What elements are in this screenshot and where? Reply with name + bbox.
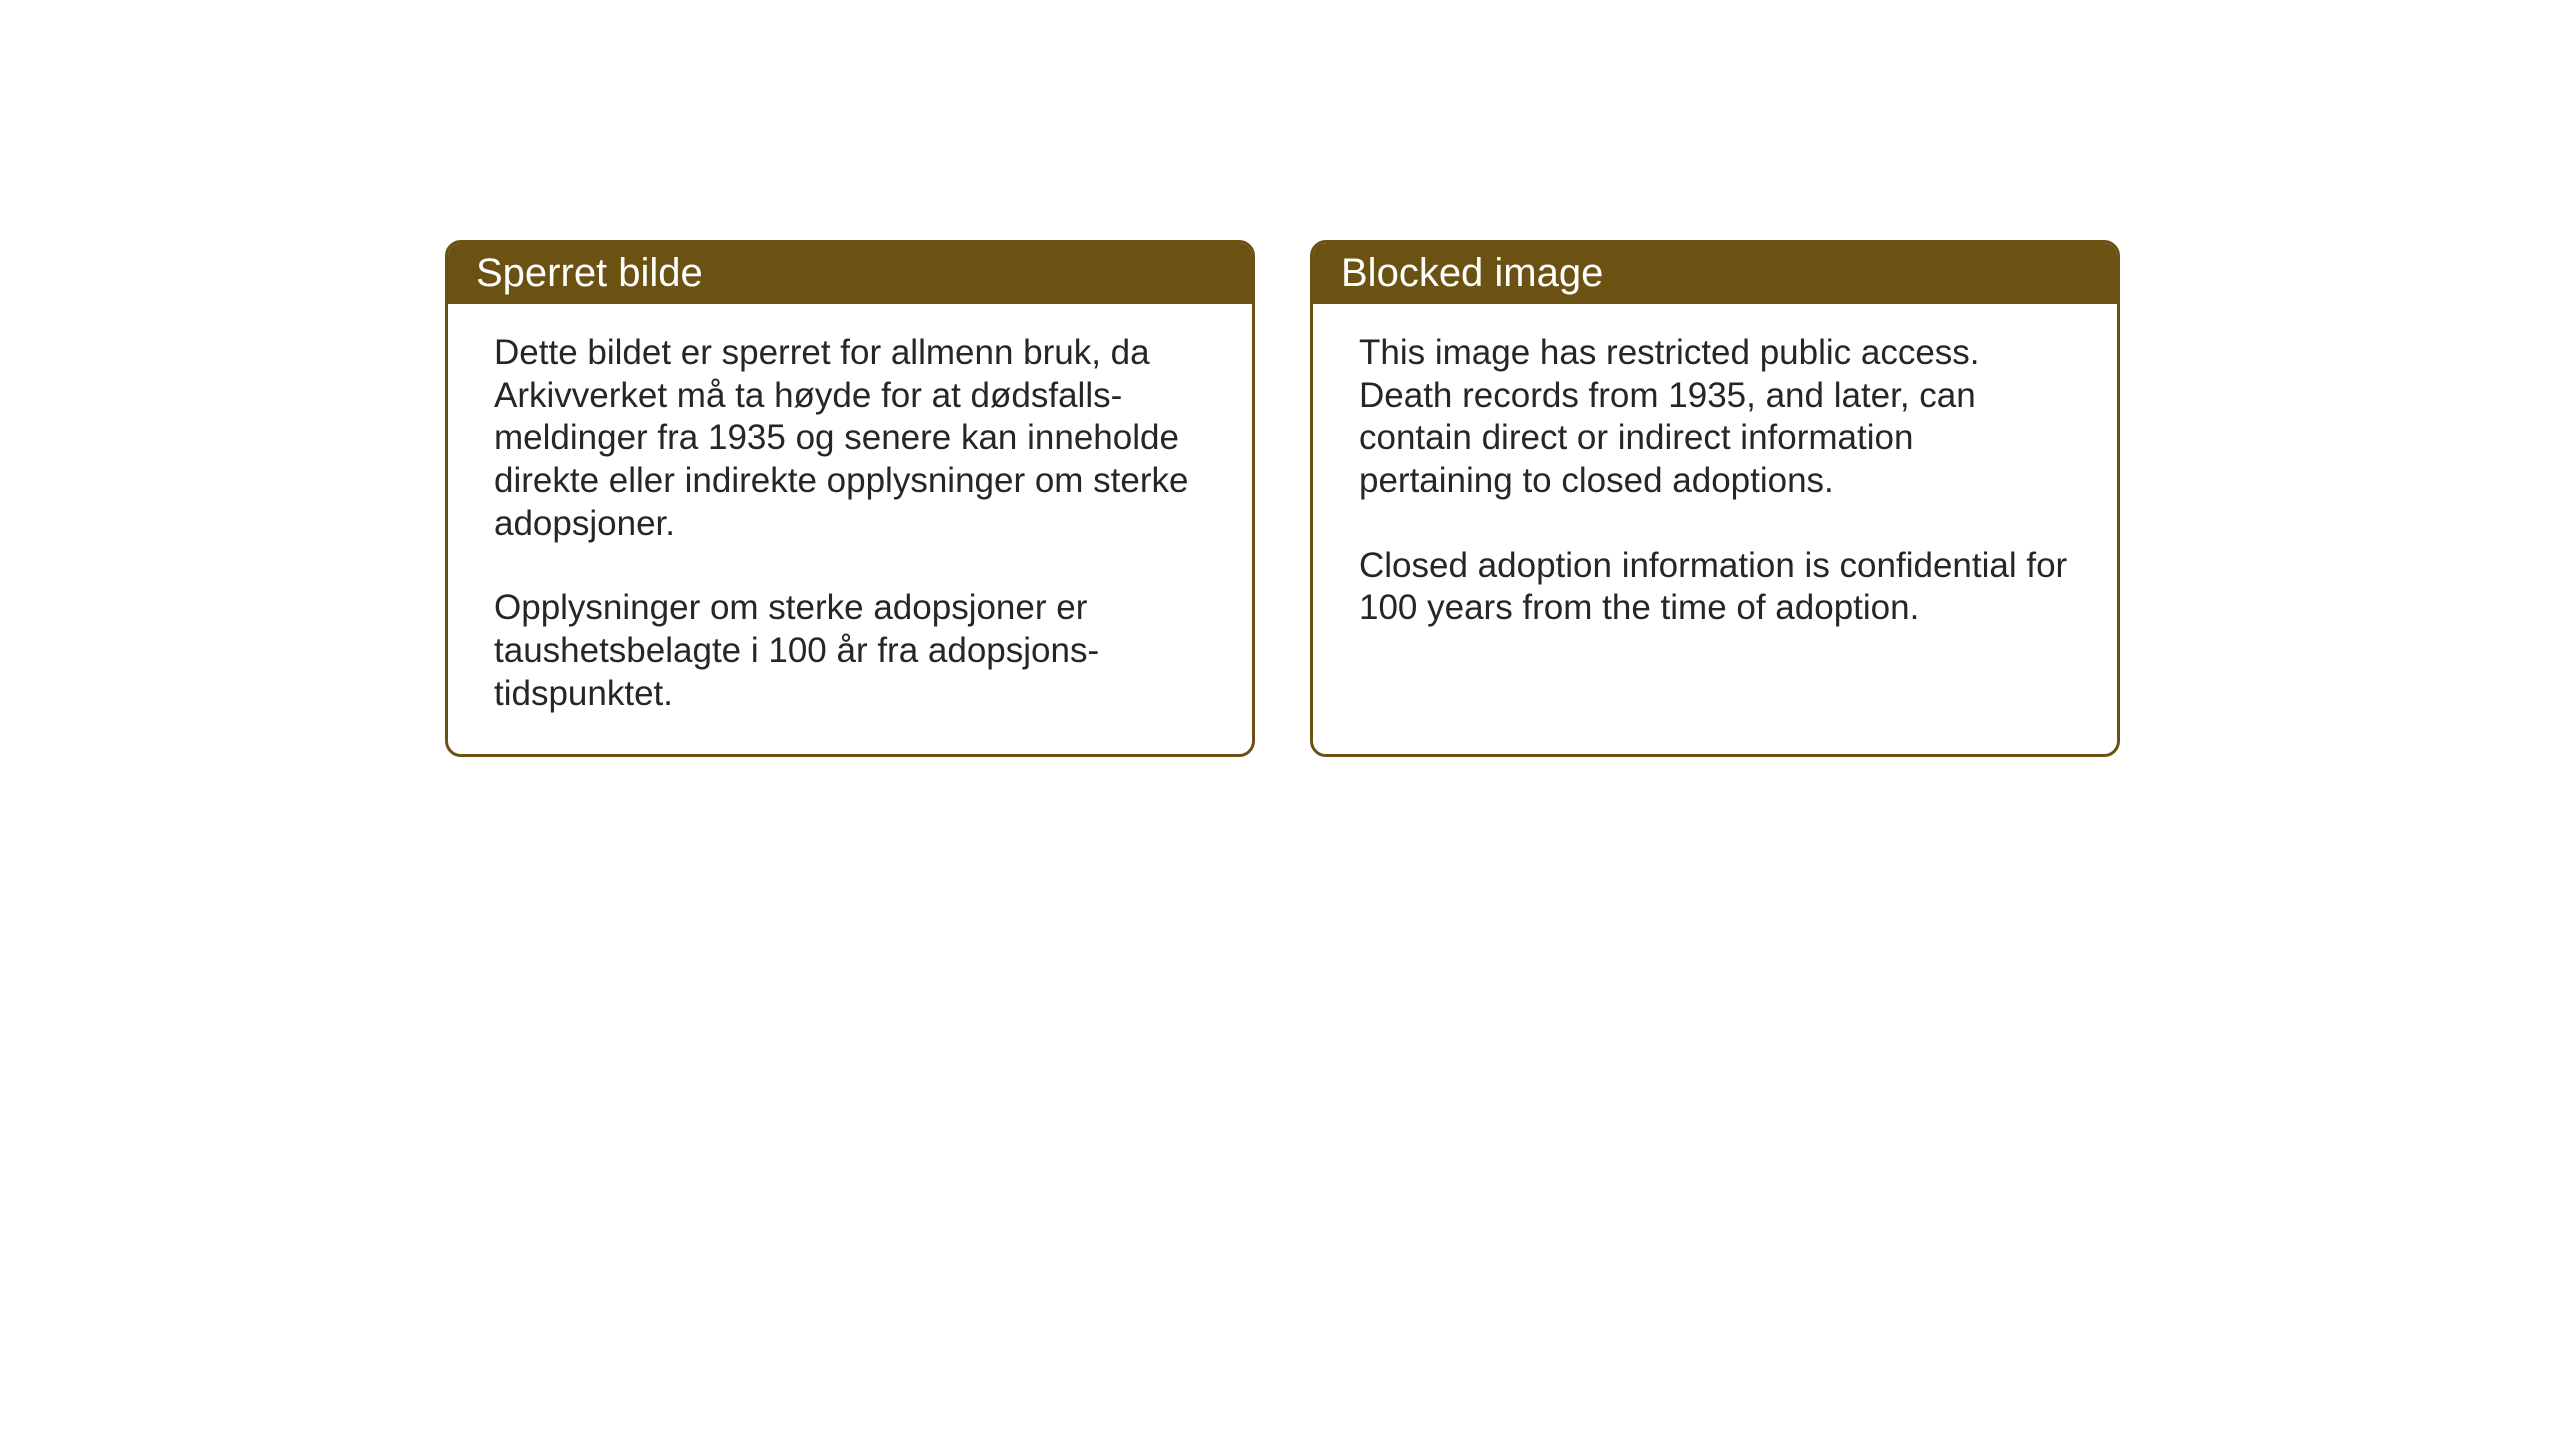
card-header: Sperret bilde xyxy=(448,243,1252,304)
card-body: This image has restricted public access.… xyxy=(1313,304,2117,668)
card-paragraph-2: Opplysninger om sterke adopsjoner er tau… xyxy=(494,587,1206,715)
card-norwegian: Sperret bilde Dette bildet er sperret fo… xyxy=(445,240,1255,757)
card-paragraph-1: This image has restricted public access.… xyxy=(1359,332,2071,503)
card-header: Blocked image xyxy=(1313,243,2117,304)
card-paragraph-2: Closed adoption information is confident… xyxy=(1359,545,2071,630)
card-english: Blocked image This image has restricted … xyxy=(1310,240,2120,757)
card-paragraph-1: Dette bildet er sperret for allmenn bruk… xyxy=(494,332,1206,545)
card-body: Dette bildet er sperret for allmenn bruk… xyxy=(448,304,1252,754)
card-title: Blocked image xyxy=(1341,251,1603,295)
card-title: Sperret bilde xyxy=(476,251,703,295)
cards-container: Sperret bilde Dette bildet er sperret fo… xyxy=(445,240,2120,757)
